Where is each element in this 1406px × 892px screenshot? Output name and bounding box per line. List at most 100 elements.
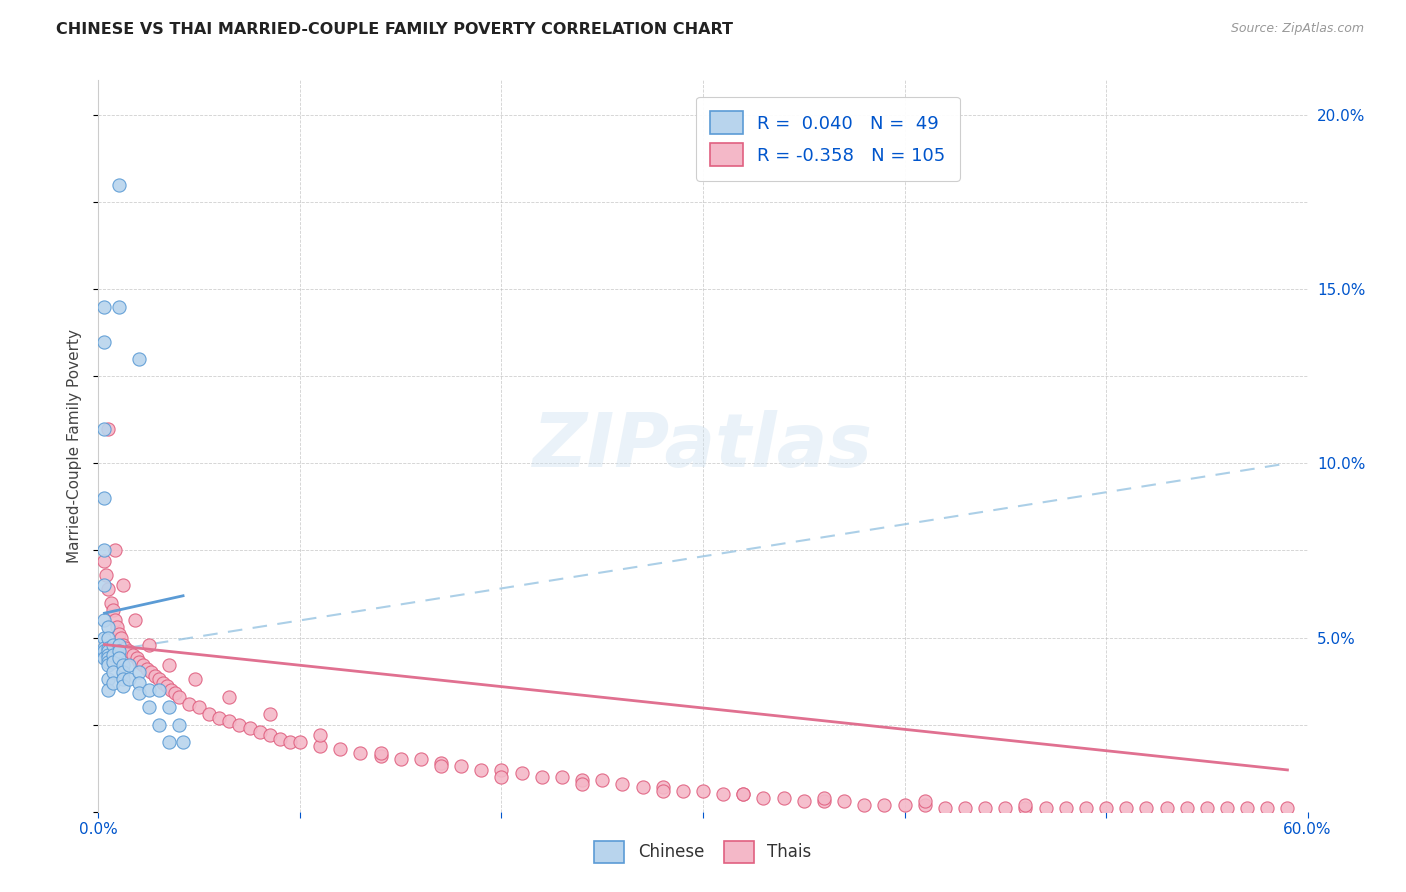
Point — [1035, 801, 1057, 815]
Point — [128, 655, 150, 669]
Point — [97, 651, 120, 665]
Point — [160, 682, 183, 697]
Point — [329, 742, 352, 756]
Point — [157, 658, 180, 673]
Point — [128, 351, 150, 366]
Point — [105, 620, 128, 634]
Point — [97, 640, 120, 655]
Point — [93, 543, 115, 558]
Point — [631, 780, 654, 795]
Point — [1236, 801, 1258, 815]
Point — [914, 794, 936, 808]
Y-axis label: Married-Couple Family Poverty: Married-Couple Family Poverty — [67, 329, 83, 563]
Point — [772, 790, 794, 805]
Point — [138, 700, 160, 714]
Point — [218, 714, 240, 728]
Point — [1256, 801, 1278, 815]
Point — [111, 658, 134, 673]
Point — [349, 746, 371, 760]
Point — [97, 644, 120, 658]
Point — [278, 735, 301, 749]
Point — [97, 582, 120, 596]
Point — [288, 735, 311, 749]
Point — [228, 717, 250, 731]
Point — [124, 613, 146, 627]
Point — [188, 700, 211, 714]
Point — [612, 777, 634, 791]
Point — [128, 676, 150, 690]
Point — [107, 178, 129, 192]
Point — [93, 554, 115, 568]
Point — [103, 543, 125, 558]
Point — [914, 797, 936, 812]
Point — [97, 648, 120, 662]
Point — [135, 662, 157, 676]
Point — [1195, 801, 1218, 815]
Point — [752, 790, 775, 805]
Point — [1014, 797, 1036, 812]
Point — [450, 759, 472, 773]
Point — [651, 784, 673, 798]
Point — [198, 707, 221, 722]
Point — [370, 746, 392, 760]
Point — [1115, 801, 1137, 815]
Point — [93, 491, 115, 506]
Point — [409, 752, 432, 766]
Point — [1216, 801, 1239, 815]
Point — [101, 648, 124, 662]
Point — [138, 682, 160, 697]
Point — [97, 682, 120, 697]
Point — [107, 651, 129, 665]
Point — [793, 794, 815, 808]
Point — [994, 801, 1017, 815]
Point — [93, 334, 115, 349]
Point — [873, 797, 896, 812]
Point — [121, 648, 143, 662]
Point — [107, 644, 129, 658]
Point — [184, 673, 207, 687]
Point — [97, 673, 120, 687]
Text: ZIPatlas: ZIPatlas — [533, 409, 873, 483]
Point — [101, 655, 124, 669]
Point — [143, 669, 166, 683]
Point — [571, 773, 593, 788]
Point — [132, 658, 155, 673]
Point — [309, 739, 332, 753]
Point — [125, 651, 148, 665]
Point — [114, 640, 136, 655]
Point — [97, 658, 120, 673]
Point — [733, 787, 755, 801]
Point — [107, 300, 129, 314]
Point — [93, 631, 115, 645]
Point — [309, 728, 332, 742]
Point — [832, 794, 855, 808]
Point — [107, 638, 129, 652]
Point — [111, 638, 134, 652]
Point — [733, 787, 755, 801]
Point — [93, 300, 115, 314]
Point — [974, 801, 997, 815]
Point — [551, 770, 574, 784]
Point — [97, 421, 120, 435]
Point — [118, 658, 141, 673]
Point — [100, 596, 122, 610]
Point — [156, 679, 179, 693]
Point — [389, 752, 412, 766]
Point — [672, 784, 695, 798]
Point — [813, 790, 835, 805]
Point — [148, 673, 170, 687]
Point — [111, 665, 134, 680]
Point — [1095, 801, 1118, 815]
Point — [128, 665, 150, 680]
Point — [167, 690, 190, 704]
Point — [934, 801, 956, 815]
Point — [470, 763, 492, 777]
Point — [97, 655, 120, 669]
Point — [118, 644, 141, 658]
Text: CHINESE VS THAI MARRIED-COUPLE FAMILY POVERTY CORRELATION CHART: CHINESE VS THAI MARRIED-COUPLE FAMILY PO… — [56, 22, 734, 37]
Point — [259, 728, 281, 742]
Point — [93, 651, 115, 665]
Point — [111, 578, 134, 592]
Point — [530, 770, 553, 784]
Point — [249, 724, 271, 739]
